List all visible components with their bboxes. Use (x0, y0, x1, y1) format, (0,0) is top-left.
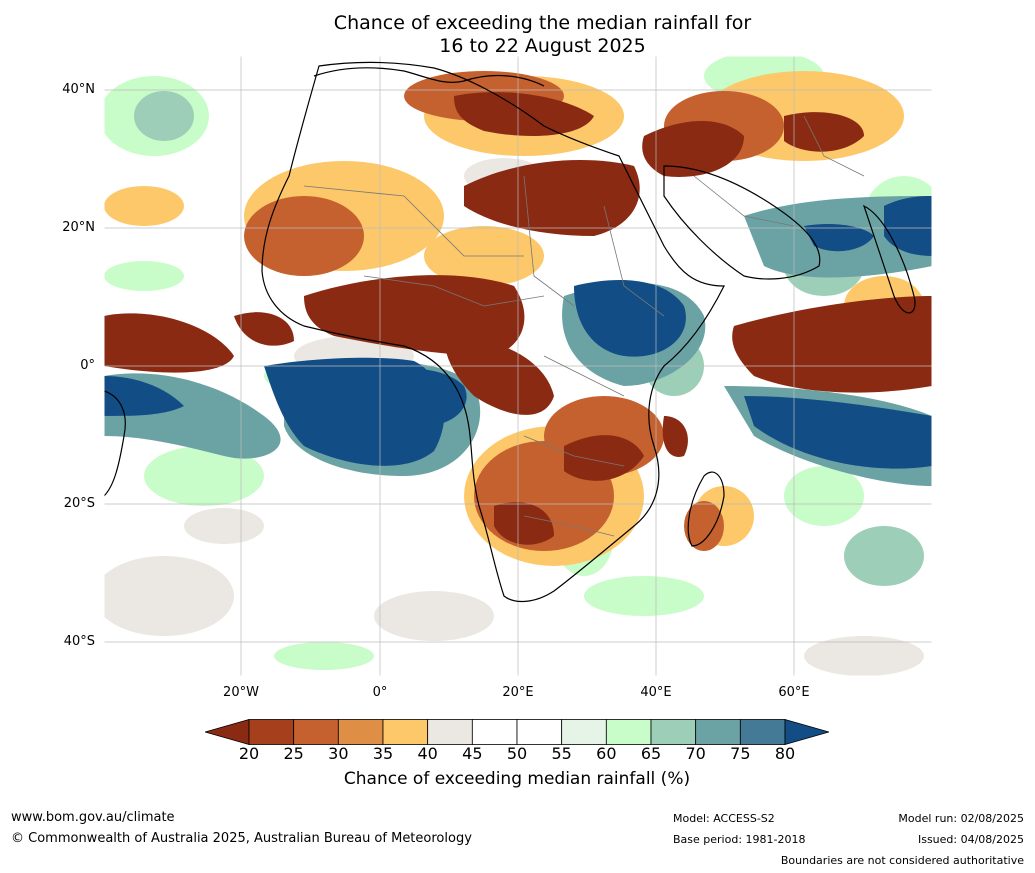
colorbar-swatch (248, 719, 295, 745)
lon-label-20e: 20°E (502, 685, 534, 700)
map-title-line1: Chance of exceeding the median rainfall … (333, 12, 752, 34)
lat-label-0: 0° (80, 358, 95, 373)
footer-model: Model: ACCESS-S2 (673, 812, 775, 825)
very-dry-regions (104, 92, 932, 545)
lon-label-60e: 60°E (778, 685, 810, 700)
map-title-line2: 16 to 22 August 2025 (439, 35, 646, 57)
very-wet-regions (104, 196, 932, 469)
lon-label-40e: 40°E (640, 685, 672, 700)
colorbar-label: Chance of exceeding median rainfall (%) (343, 769, 691, 789)
colorbar-swatch (739, 719, 786, 745)
footer-base-period: Base period: 1981-2018 (673, 833, 806, 846)
colorbar-swatch (516, 719, 563, 745)
colorbar-tick-label: 35 (372, 744, 394, 763)
colorbar-swatch (382, 719, 429, 745)
colorbar-tick-label: 20 (238, 744, 260, 763)
footer-website: www.bom.gov.au/climate (11, 810, 175, 825)
lat-label-20s: 20°S (63, 496, 95, 511)
colorbar-tick-label: 70 (685, 744, 706, 763)
colorbar-extend-high (784, 719, 829, 745)
colorbar-tick-label: 30 (328, 744, 349, 763)
colorbar-tick-label: 40 (417, 744, 438, 763)
colorbar-swatch (293, 719, 339, 745)
footer-copyright: © Commonwealth of Australia 2025, Austra… (11, 831, 472, 846)
colorbar-tick-label: 60 (596, 744, 617, 763)
graticule (104, 56, 932, 676)
colorbar-swatch (695, 719, 741, 745)
colorbar-tick-label: 65 (640, 744, 662, 763)
colorbar-tick-label: 55 (551, 744, 572, 763)
colorbar-tick-label: 75 (730, 744, 751, 763)
lon-label-20w: 20°W (223, 685, 259, 700)
colorbar-tick-label: 50 (506, 744, 528, 763)
colorbar-swatch (650, 719, 697, 745)
footer-model-run: Model run: 02/08/2025 (898, 812, 1024, 825)
colorbar-extend-low (205, 719, 250, 745)
colorbar-swatch (561, 719, 607, 745)
colorbar-swatch (605, 719, 652, 745)
colorbar-tick-label: 45 (462, 744, 483, 763)
colorbar-swatch (427, 719, 473, 745)
colorbar-swatch (337, 719, 384, 745)
rainfall-probability-map (104, 56, 932, 676)
footer-boundaries-note: Boundaries are not considered authoritat… (780, 854, 1024, 867)
lat-label-40s: 40°S (63, 634, 95, 649)
lat-label-20n: 20°N (62, 220, 95, 235)
lon-label-0: 0° (372, 685, 388, 700)
colorbar-tick-label: 25 (283, 744, 304, 763)
footer-issued: Issued: 04/08/2025 (917, 833, 1024, 846)
colorbar-tick-label: 80 (774, 744, 796, 763)
colorbar (205, 719, 829, 745)
colorbar-swatch (471, 719, 518, 745)
lat-label-40n: 40°N (62, 82, 95, 97)
country-borders (303, 115, 865, 537)
coastlines (104, 61, 916, 602)
neutral-areas (104, 158, 924, 676)
